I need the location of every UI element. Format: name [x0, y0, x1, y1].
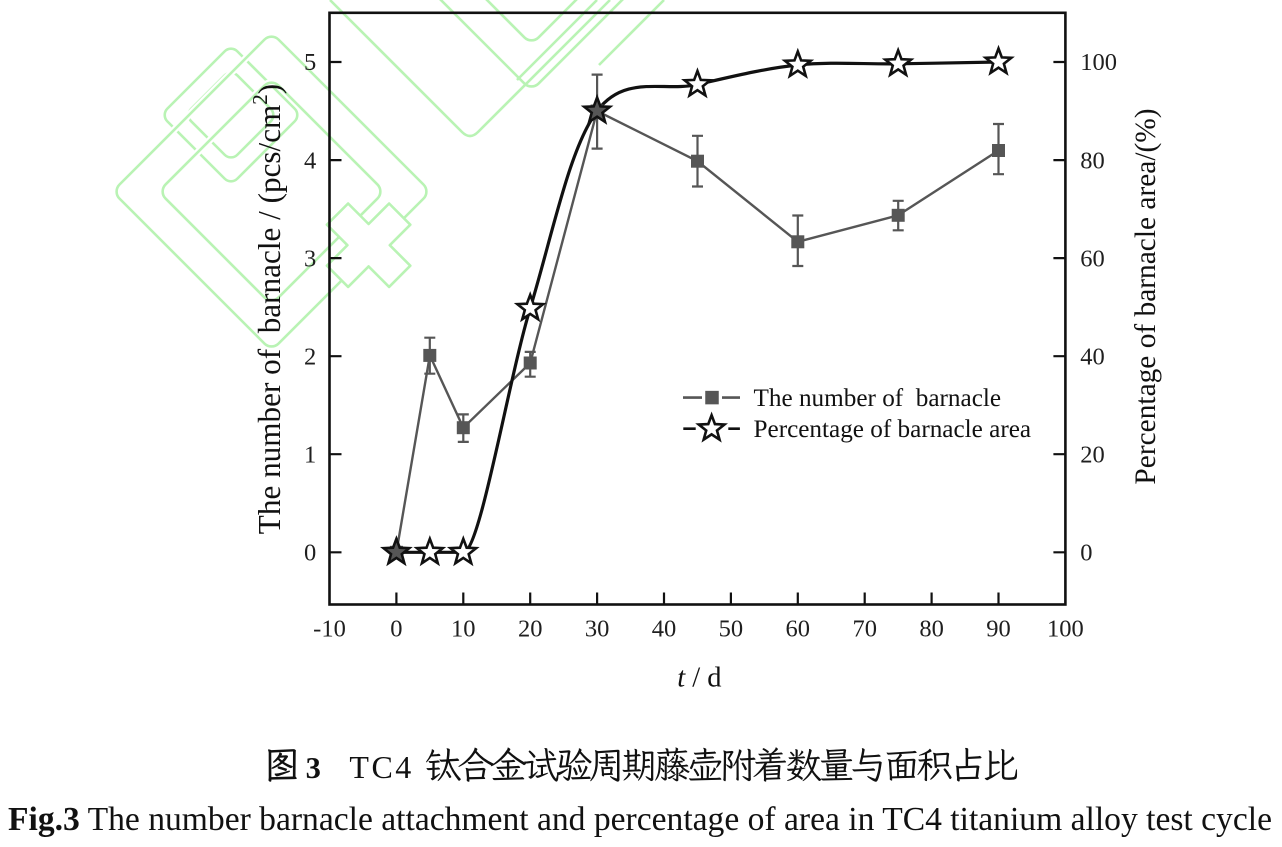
svg-text:0: 0	[390, 616, 402, 643]
svg-text:20: 20	[1080, 441, 1105, 468]
svg-text:60: 60	[786, 616, 811, 643]
svg-text:60: 60	[1080, 245, 1105, 272]
svg-text:Percentage of barnacle area: Percentage of barnacle area	[754, 416, 1032, 443]
svg-text:TC4: TC4	[349, 749, 413, 785]
svg-text:5: 5	[304, 49, 316, 76]
svg-text:20: 20	[518, 616, 543, 643]
svg-text:0: 0	[1080, 540, 1092, 567]
svg-text:100: 100	[1047, 616, 1084, 643]
svg-text:The number of barnacle / (pcs: The number of barnacle / (pcs/cm2)	[248, 84, 287, 534]
svg-text:t / d: t / d	[677, 663, 721, 694]
svg-text:30: 30	[585, 616, 610, 643]
svg-text:70: 70	[852, 616, 877, 643]
svg-text:100: 100	[1080, 49, 1117, 76]
svg-text:80: 80	[1080, 147, 1105, 174]
svg-text:1: 1	[304, 441, 316, 468]
svg-text:The number of barnacle: The number of barnacle	[754, 385, 1002, 412]
svg-text:3: 3	[304, 245, 316, 272]
svg-text:0: 0	[304, 540, 316, 567]
svg-text:2: 2	[304, 343, 316, 370]
svg-text:4: 4	[304, 147, 316, 174]
svg-text:50: 50	[719, 616, 744, 643]
svg-text:10: 10	[451, 616, 476, 643]
svg-text:40: 40	[1080, 343, 1105, 370]
svg-text:40: 40	[652, 616, 677, 643]
svg-text:3: 3	[306, 751, 321, 785]
svg-text:-10: -10	[313, 616, 346, 643]
svg-text:Fig.3 The number barnacle atta: Fig.3 The number barnacle attachment and…	[8, 801, 1272, 838]
svg-text:80: 80	[919, 616, 944, 643]
svg-text:Percentage of barnacle area/(%: Percentage of barnacle area/(%)	[1130, 108, 1162, 484]
svg-text:90: 90	[986, 616, 1011, 643]
